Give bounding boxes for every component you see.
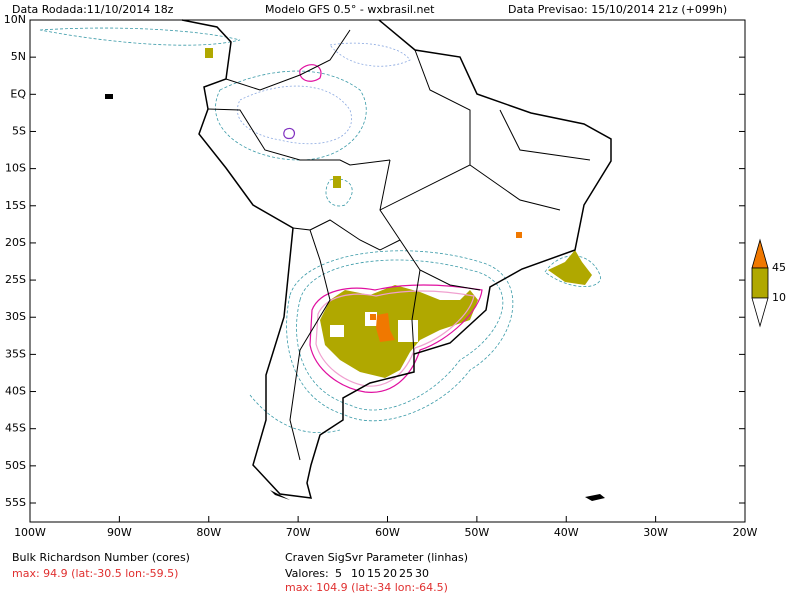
coastline <box>181 19 612 499</box>
colorbar-label: 10 <box>772 291 786 304</box>
legend-values-label: Valores: <box>285 567 329 580</box>
map-frame <box>29 19 746 523</box>
lon-label: 70W <box>286 526 311 539</box>
lon-label: 90W <box>107 526 132 539</box>
lon-label: 40W <box>554 526 579 539</box>
legend-value: 30 <box>415 567 429 580</box>
borders <box>207 29 591 461</box>
lat-label: 10N <box>4 13 26 26</box>
lat-label: 10S <box>5 162 26 175</box>
map-area <box>29 19 746 523</box>
legend-value: 5 <box>335 567 342 580</box>
legend-values: 5 10 15 20 25 30 <box>335 567 429 580</box>
lat-label: 50S <box>5 459 26 472</box>
lon-label: 60W <box>375 526 400 539</box>
lon-label: 20W <box>733 526 758 539</box>
legend-value: 25 <box>399 567 413 580</box>
lat-label: EQ <box>10 87 26 100</box>
legend-right-title: Craven SigSvr Parameter (linhas) <box>285 551 468 564</box>
header-center: Modelo GFS 0.5° - wxbrasil.net <box>265 3 435 16</box>
legend-right-max: max: 104.9 (lat:-34 lon:-64.5) <box>285 581 448 594</box>
header-right: Data Previsao: 15/10/2014 21z (+099h) <box>508 3 727 16</box>
lat-label: 25S <box>5 273 26 286</box>
contours-5 <box>39 27 601 434</box>
lat-label: 55S <box>5 496 26 509</box>
legend-left-title: Bulk Richardson Number (cores) <box>12 551 190 564</box>
colorbar: 45 10 <box>751 238 786 328</box>
lon-label: 50W <box>464 526 489 539</box>
lon-label: 80W <box>196 526 221 539</box>
lat-label: 20S <box>5 236 26 249</box>
lat-label: 5N <box>11 50 26 63</box>
legend-value: 20 <box>383 567 397 580</box>
legend-value: 10 <box>351 567 365 580</box>
lat-label: 15S <box>5 199 26 212</box>
richardson-shading <box>205 48 592 378</box>
legend-value: 15 <box>367 567 381 580</box>
sigsvr-contours <box>283 64 483 393</box>
axes: 10N 5N EQ 5S 10S 15S 20S 25S 30S 35S 40S 45S 50S 55S 1… <box>4 13 758 539</box>
colorbar-label: 45 <box>772 261 786 274</box>
lat-label: 40S <box>5 385 26 398</box>
lon-label: 100W <box>14 526 46 539</box>
lon-label: 30W <box>643 526 668 539</box>
header-left: Data Rodada:11/10/2014 18z <box>12 3 174 16</box>
lat-label: 5S <box>12 124 26 137</box>
lat-label: 35S <box>5 347 26 360</box>
lat-label: 45S <box>5 422 26 435</box>
legend-left-max: max: 94.9 (lat:-30.5 lon:-59.5) <box>12 567 178 580</box>
islands <box>105 94 605 501</box>
lat-label: 30S <box>5 310 26 323</box>
contours-10 <box>237 42 411 145</box>
